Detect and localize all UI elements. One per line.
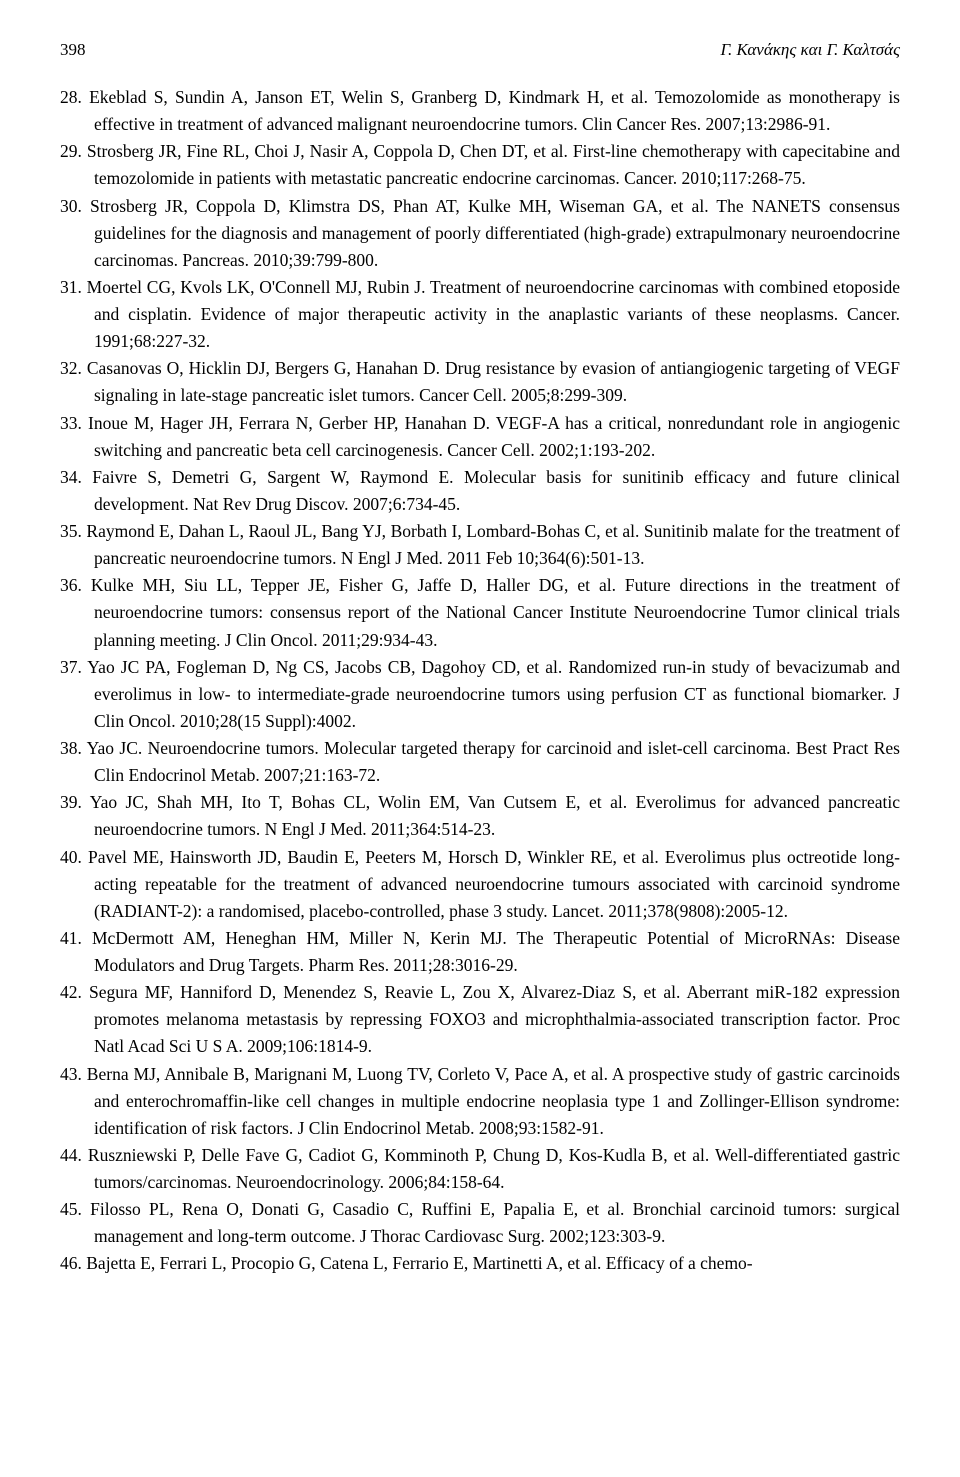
reference-number: 43.	[60, 1064, 82, 1084]
reference-item: 31. Moertel CG, Kvols LK, O'Connell MJ, …	[60, 274, 900, 355]
reference-item: 33. Inoue M, Hager JH, Ferrara N, Gerber…	[60, 410, 900, 464]
reference-text: Inoue M, Hager JH, Ferrara N, Gerber HP,…	[82, 413, 900, 460]
reference-text: McDermott AM, Heneghan HM, Miller N, Ker…	[82, 928, 900, 975]
reference-item: 29. Strosberg JR, Fine RL, Choi J, Nasir…	[60, 138, 900, 192]
reference-item: 39. Yao JC, Shah MH, Ito T, Bohas CL, Wo…	[60, 789, 900, 843]
reference-text: Yao JC, Shah MH, Ito T, Bohas CL, Wolin …	[82, 792, 900, 839]
reference-number: 38.	[60, 738, 82, 758]
reference-item: 28. Ekeblad S, Sundin A, Janson ET, Weli…	[60, 84, 900, 138]
reference-item: 38. Yao JC. Neuroendocrine tumors. Molec…	[60, 735, 900, 789]
reference-item: 34. Faivre S, Demetri G, Sargent W, Raym…	[60, 464, 900, 518]
reference-item: 30. Strosberg JR, Coppola D, Klimstra DS…	[60, 193, 900, 274]
reference-number: 29.	[60, 141, 82, 161]
reference-number: 34.	[60, 467, 82, 487]
reference-item: 45. Filosso PL, Rena O, Donati G, Casadi…	[60, 1196, 900, 1250]
reference-text: Faivre S, Demetri G, Sargent W, Raymond …	[82, 467, 900, 514]
page-number: 398	[60, 40, 86, 60]
reference-number: 41.	[60, 928, 82, 948]
reference-text: Pavel ME, Hainsworth JD, Baudin E, Peete…	[82, 847, 900, 921]
page-header: 398 Γ. Κανάκης και Γ. Καλτσάς	[60, 40, 900, 60]
reference-text: Ekeblad S, Sundin A, Janson ET, Welin S,…	[82, 87, 900, 134]
reference-item: 43. Berna MJ, Annibale B, Marignani M, L…	[60, 1061, 900, 1142]
reference-text: Yao JC. Neuroendocrine tumors. Molecular…	[82, 738, 900, 785]
reference-number: 40.	[60, 847, 82, 867]
reference-number: 36.	[60, 575, 82, 595]
reference-item: 32. Casanovas O, Hicklin DJ, Bergers G, …	[60, 355, 900, 409]
reference-text: Strosberg JR, Fine RL, Choi J, Nasir A, …	[82, 141, 900, 188]
reference-number: 28.	[60, 87, 82, 107]
reference-number: 44.	[60, 1145, 82, 1165]
reference-number: 39.	[60, 792, 82, 812]
reference-text: Ruszniewski P, Delle Fave G, Cadiot G, K…	[82, 1145, 900, 1192]
reference-text: Berna MJ, Annibale B, Marignani M, Luong…	[82, 1064, 900, 1138]
reference-item: 42. Segura MF, Hanniford D, Menendez S, …	[60, 979, 900, 1060]
reference-number: 30.	[60, 196, 82, 216]
reference-text: Bajetta E, Ferrari L, Procopio G, Catena…	[82, 1253, 753, 1273]
reference-list: 28. Ekeblad S, Sundin A, Janson ET, Weli…	[60, 84, 900, 1278]
reference-number: 37.	[60, 657, 82, 677]
reference-text: Kulke MH, Siu LL, Tepper JE, Fisher G, J…	[82, 575, 900, 649]
running-title: Γ. Κανάκης και Γ. Καλτσάς	[721, 40, 900, 60]
reference-number: 32.	[60, 358, 82, 378]
reference-number: 46.	[60, 1253, 82, 1273]
reference-number: 31.	[60, 277, 82, 297]
reference-item: 37. Yao JC PA, Fogleman D, Ng CS, Jacobs…	[60, 654, 900, 735]
reference-text: Yao JC PA, Fogleman D, Ng CS, Jacobs CB,…	[82, 657, 900, 731]
reference-number: 45.	[60, 1199, 82, 1219]
reference-number: 42.	[60, 982, 82, 1002]
reference-text: Strosberg JR, Coppola D, Klimstra DS, Ph…	[82, 196, 900, 270]
reference-number: 33.	[60, 413, 82, 433]
reference-number: 35.	[60, 521, 82, 541]
reference-item: 44. Ruszniewski P, Delle Fave G, Cadiot …	[60, 1142, 900, 1196]
reference-text: Casanovas O, Hicklin DJ, Bergers G, Hana…	[82, 358, 900, 405]
reference-text: Raymond E, Dahan L, Raoul JL, Bang YJ, B…	[82, 521, 900, 568]
reference-item: 41. McDermott AM, Heneghan HM, Miller N,…	[60, 925, 900, 979]
reference-text: Moertel CG, Kvols LK, O'Connell MJ, Rubi…	[82, 277, 900, 351]
reference-item: 36. Kulke MH, Siu LL, Tepper JE, Fisher …	[60, 572, 900, 653]
reference-text: Filosso PL, Rena O, Donati G, Casadio C,…	[82, 1199, 900, 1246]
reference-item: 46. Bajetta E, Ferrari L, Procopio G, Ca…	[60, 1250, 900, 1277]
reference-text: Segura MF, Hanniford D, Menendez S, Reav…	[82, 982, 900, 1056]
reference-item: 40. Pavel ME, Hainsworth JD, Baudin E, P…	[60, 844, 900, 925]
reference-item: 35. Raymond E, Dahan L, Raoul JL, Bang Y…	[60, 518, 900, 572]
